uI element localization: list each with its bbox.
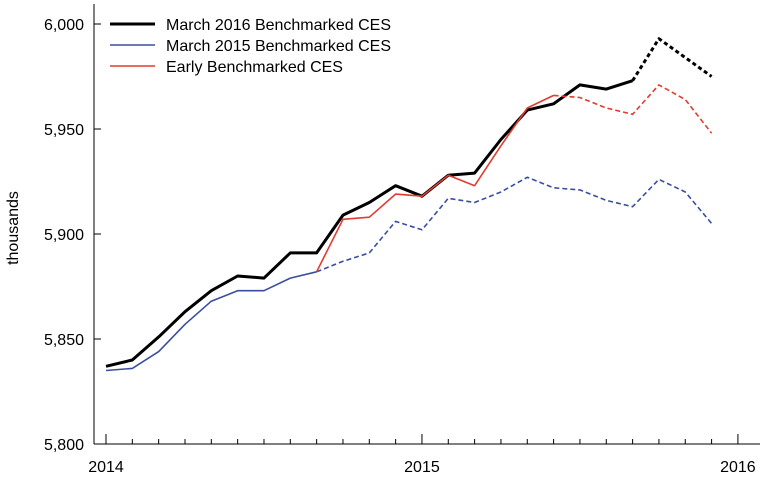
y-tick-label: 6,000 bbox=[44, 17, 84, 34]
series-2 bbox=[315, 84, 713, 273]
x-tick-label: 2015 bbox=[404, 459, 440, 476]
legend-label: March 2016 Benchmarked CES bbox=[166, 17, 391, 34]
series-line-solid bbox=[315, 94, 554, 273]
legend-label: March 2015 Benchmarked CES bbox=[166, 38, 391, 55]
series-line-dashed bbox=[631, 37, 713, 82]
series-line-dashed bbox=[316, 176, 713, 273]
chart-legend: March 2016 Benchmarked CES March 2015 Ben… bbox=[110, 17, 391, 76]
x-tick-label: 2016 bbox=[720, 459, 756, 476]
x-tick-label: 2014 bbox=[88, 459, 124, 476]
y-axis-title: thousands bbox=[5, 191, 22, 265]
series-0 bbox=[105, 37, 713, 368]
y-tick-label: 5,900 bbox=[44, 227, 84, 244]
series-line-dashed bbox=[553, 84, 713, 134]
chart-series bbox=[105, 37, 713, 372]
chart-axes: 5,800 5,850 5,900 5,950 6,000 2014 2015 2016 tho… bbox=[5, 4, 760, 476]
legend-label: Early Benchmarked CES bbox=[166, 59, 343, 76]
series-1 bbox=[105, 176, 713, 372]
y-tick-label: 5,950 bbox=[44, 122, 84, 139]
y-tick-label: 5,800 bbox=[44, 437, 84, 454]
y-tick-label: 5,850 bbox=[44, 332, 84, 349]
series-line-solid bbox=[105, 271, 317, 372]
